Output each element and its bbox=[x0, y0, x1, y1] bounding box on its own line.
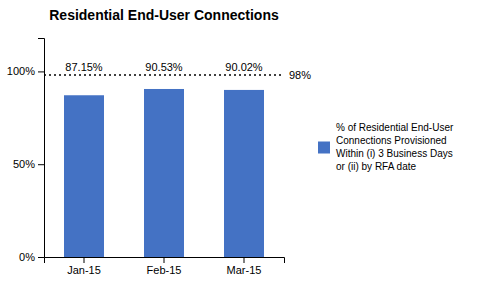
tick-label: Feb-15 bbox=[147, 264, 182, 276]
tick: Feb-15 bbox=[147, 257, 182, 276]
legend-line: Within (i) 3 Business Days bbox=[336, 148, 453, 159]
tick-mark bbox=[38, 164, 44, 165]
y-axis: 0% 50% 100% bbox=[7, 39, 45, 264]
tick: 100% bbox=[7, 65, 44, 77]
legend: % of Residential End-User Connections Pro… bbox=[318, 122, 454, 172]
axis-domain bbox=[38, 39, 45, 258]
tick-label: Mar-15 bbox=[227, 264, 262, 276]
bar bbox=[64, 95, 104, 257]
bars bbox=[64, 89, 264, 257]
tick-label: 50% bbox=[13, 158, 35, 170]
tick-mark bbox=[244, 257, 245, 263]
tick: 0% bbox=[19, 251, 44, 263]
axis-domain bbox=[45, 258, 285, 264]
annotation-label: 98% bbox=[289, 69, 311, 81]
data-labels: 87.15% 90.53% 90.02% bbox=[65, 61, 263, 73]
tick-mark bbox=[164, 257, 165, 263]
tick-label: Jan-15 bbox=[67, 264, 101, 276]
tick-label: 100% bbox=[7, 65, 35, 77]
target-line bbox=[44, 74, 284, 76]
tick-label: 0% bbox=[19, 251, 35, 263]
plot: 0% 50% 100% Jan-15 Feb-15 Mar-15 98% 87.15% 90.5… bbox=[7, 39, 311, 276]
data-label: 87.15% bbox=[65, 61, 103, 73]
tick-mark bbox=[38, 71, 44, 72]
chart: 0% 50% 100% Jan-15 Feb-15 Mar-15 98% 87.15% 90.5… bbox=[0, 0, 484, 283]
bar bbox=[144, 89, 184, 257]
tick: Jan-15 bbox=[67, 257, 101, 276]
data-label: 90.02% bbox=[225, 61, 263, 73]
x-axis: Jan-15 Feb-15 Mar-15 bbox=[45, 257, 285, 276]
legend-line: % of Residential End-User bbox=[336, 122, 454, 133]
data-label: 90.53% bbox=[145, 61, 183, 73]
legend-label: % of Residential End-User Connections Pro… bbox=[336, 122, 454, 172]
title: Residential End-User Connections bbox=[49, 7, 279, 23]
tick: 50% bbox=[13, 158, 44, 170]
legend-swatch bbox=[318, 142, 330, 154]
legend-line: Connections Provisioned bbox=[336, 135, 447, 146]
tick-mark bbox=[38, 257, 44, 258]
legend-line: or (ii) by RFA date bbox=[336, 161, 416, 172]
bar bbox=[224, 90, 264, 257]
tick: Mar-15 bbox=[227, 257, 262, 276]
tick-mark bbox=[84, 257, 85, 263]
